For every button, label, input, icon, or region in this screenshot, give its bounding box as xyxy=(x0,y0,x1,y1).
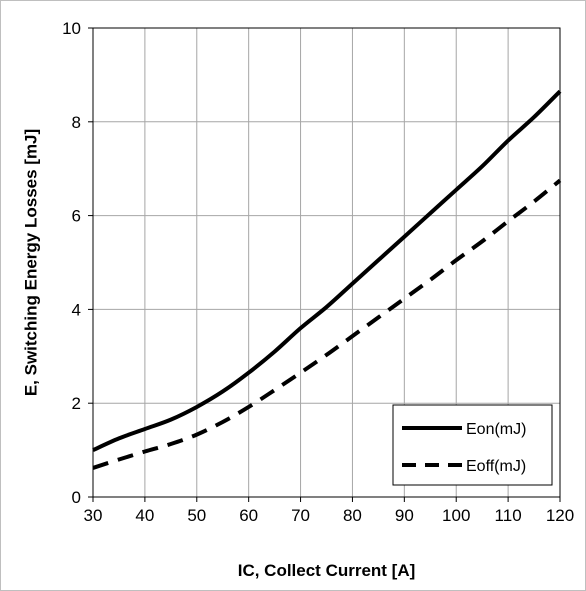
legend-label-eoff: Eoff(mJ) xyxy=(466,458,526,475)
y-tick-label-10: 10 xyxy=(62,19,81,38)
x-tick-label-110: 110 xyxy=(495,506,522,525)
y-tick-label-0: 0 xyxy=(72,488,81,507)
x-tick-label-50: 50 xyxy=(187,506,206,525)
legend: Eon(mJ) Eoff(mJ) xyxy=(392,404,553,486)
legend-label-eon: Eon(mJ) xyxy=(466,421,526,438)
x-tick-label-90: 90 xyxy=(395,506,414,525)
x-tick-label-120: 120 xyxy=(546,506,574,525)
series-line-eon-mj xyxy=(92,89,562,452)
x-tick-label-70: 70 xyxy=(291,506,310,525)
legend-box xyxy=(392,404,553,486)
x-axis-title: IC, Collect Current [A] xyxy=(238,561,416,580)
series-group xyxy=(92,89,562,470)
y-tick-labels: 0 2 4 6 8 10 xyxy=(62,19,93,507)
x-tick-label-40: 40 xyxy=(135,506,154,525)
x-tick-label-30: 30 xyxy=(84,506,103,525)
plot-area xyxy=(92,27,561,498)
series-line-eoff-mj xyxy=(92,178,562,470)
y-tick-label-8: 8 xyxy=(72,113,81,132)
x-tick-label-100: 100 xyxy=(442,506,470,525)
y-tick-label-6: 6 xyxy=(72,207,81,226)
y-tick-label-4: 4 xyxy=(72,300,81,319)
x-tick-labels: 30 40 50 60 70 80 90 100 110 120 xyxy=(84,497,574,525)
x-tick-label-60: 60 xyxy=(239,506,258,525)
x-tick-label-80: 80 xyxy=(343,506,362,525)
y-axis-title: E, Switching Energy Losses [mJ] xyxy=(21,129,40,396)
y-tick-label-2: 2 xyxy=(72,394,81,413)
